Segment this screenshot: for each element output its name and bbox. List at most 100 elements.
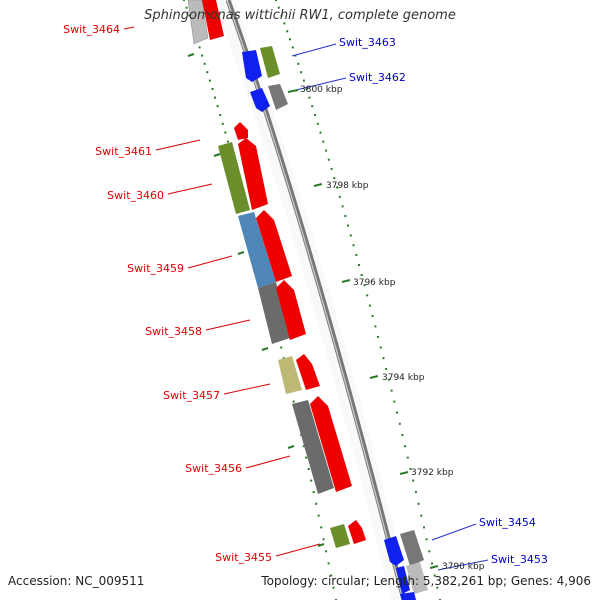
scale-dot xyxy=(302,79,305,82)
scale-dot xyxy=(327,158,330,161)
scale-dot xyxy=(185,6,188,9)
scale-dot xyxy=(338,195,341,198)
gene-feature-3462-gray[interactable] xyxy=(268,84,288,110)
gene-feature-3457-red[interactable] xyxy=(296,354,320,390)
gene-label-3461[interactable]: Swit_3461 xyxy=(95,145,152,158)
scale-dot xyxy=(412,479,415,482)
scale-dot xyxy=(327,562,330,565)
scale-dot xyxy=(289,38,291,41)
scale-dot xyxy=(417,502,420,505)
gene-label-3457[interactable]: Swit_3457 xyxy=(163,389,220,402)
scale-dot xyxy=(224,131,227,134)
scale-dot xyxy=(385,367,388,370)
gene-feature-3453-blue[interactable] xyxy=(396,566,410,594)
gene-feature-3459-red[interactable] xyxy=(256,210,292,282)
scale-dot xyxy=(308,96,311,99)
scale-dot xyxy=(183,0,185,1)
track-band xyxy=(213,0,412,600)
scale-dot xyxy=(349,234,352,237)
scale-dot xyxy=(406,456,409,459)
scale-dot xyxy=(280,346,283,349)
gene-label-3462[interactable]: Swit_3462 xyxy=(349,71,406,84)
gene-feature-3463-blue[interactable] xyxy=(242,50,262,82)
gene-feature-3458-gray[interactable] xyxy=(258,282,290,344)
scale-dot xyxy=(198,46,201,49)
gene-label-3458[interactable]: Swit_3458 xyxy=(145,325,202,338)
gene-feature-3462-blue[interactable] xyxy=(250,88,270,112)
scale-dot xyxy=(325,550,328,553)
genome-summary-text: Topology: circular; Length: 5,382,261 bp… xyxy=(261,574,591,588)
scale-dot xyxy=(311,105,314,108)
gene-label-3456[interactable]: Swit_3456 xyxy=(185,462,242,475)
gene-feature-3464-red[interactable] xyxy=(202,0,224,40)
gene-feature-3456-red[interactable] xyxy=(310,396,352,492)
scale-dot xyxy=(307,468,310,470)
scale-dot xyxy=(396,411,398,414)
scale-dot xyxy=(330,574,333,577)
gene-label-3459[interactable]: Swit_3459 xyxy=(127,262,184,275)
gene-feature-3463-green[interactable] xyxy=(260,46,280,78)
gene-feature-3464-gray[interactable] xyxy=(187,0,209,45)
scale-dot xyxy=(379,346,382,349)
scale-dot xyxy=(280,14,283,17)
scale-dot xyxy=(332,586,335,589)
scale-dot xyxy=(436,586,439,589)
scale-dot xyxy=(297,62,300,65)
gene-labels: Swit_3464 Swit_3463 Swit_3462 Swit_3461 … xyxy=(63,23,548,571)
scale-dot xyxy=(431,562,433,565)
scale-dot xyxy=(425,538,428,541)
gene-feature-3456-gray[interactable] xyxy=(292,400,334,494)
gene-label-3463[interactable]: Swit_3463 xyxy=(339,36,396,49)
scale-dot xyxy=(409,468,412,470)
scale-dot xyxy=(352,244,355,247)
scale-dot xyxy=(374,325,377,328)
gene-feature-3455-red[interactable] xyxy=(348,520,366,544)
scale-dot xyxy=(377,335,380,338)
scale-dot xyxy=(316,122,319,125)
scale-dot xyxy=(325,149,327,152)
scale-dot xyxy=(371,315,374,317)
gene-feature-bottom-blue[interactable] xyxy=(400,592,416,600)
gene-feature-3458-red[interactable] xyxy=(276,280,306,340)
gene-feature-3460-green[interactable] xyxy=(218,142,250,214)
scale-dot xyxy=(277,6,280,9)
gene-feature-3461-red[interactable] xyxy=(234,122,248,140)
genome-title: Sphingomonas wittichii RW1, complete gen… xyxy=(144,8,456,23)
scale-dot xyxy=(317,514,320,517)
gene-feature-3454-gray[interactable] xyxy=(400,530,424,566)
scale-dot xyxy=(315,502,318,505)
scale-dot xyxy=(382,357,385,360)
scale-dot xyxy=(221,122,224,125)
scale-dot xyxy=(282,357,285,360)
gene-label-3454[interactable]: Swit_3454 xyxy=(479,516,536,529)
scale-dot xyxy=(360,274,363,276)
gene-feature-3455-green[interactable] xyxy=(330,524,350,548)
accession-text: Accession: NC_009511 xyxy=(8,574,145,588)
scale-dot xyxy=(322,538,325,541)
gene-feature-3457-olive[interactable] xyxy=(278,356,302,394)
scale-dot xyxy=(305,456,308,459)
scale-dot xyxy=(390,389,393,392)
gene-features xyxy=(187,0,428,600)
gene-feature-3459-blue[interactable] xyxy=(238,212,276,288)
scale-dot xyxy=(320,526,323,529)
gene-label-3464[interactable]: Swit_3464 xyxy=(63,23,120,36)
gene-feature-3454-blue[interactable] xyxy=(384,536,404,566)
gene-feature-3453-gray[interactable] xyxy=(406,562,428,594)
scale-dot xyxy=(291,46,294,49)
scale-dot xyxy=(347,224,349,227)
gene-label-3453[interactable]: Swit_3453 xyxy=(491,553,548,566)
scale-dot xyxy=(314,114,316,116)
gene-feature-3460-red[interactable] xyxy=(238,138,268,210)
scale-dot xyxy=(404,445,407,448)
scale-dot xyxy=(211,88,214,90)
scale-dot xyxy=(286,30,289,33)
scale-dot xyxy=(216,105,219,108)
scale-label-3792: 3792 kbp xyxy=(411,468,454,478)
gene-label-3455[interactable]: Swit_3455 xyxy=(215,551,272,564)
gene-label-3460[interactable]: Swit_3460 xyxy=(107,189,164,202)
scale-dot xyxy=(428,550,431,553)
scale-dot xyxy=(433,574,436,577)
scale-dot xyxy=(336,186,339,189)
